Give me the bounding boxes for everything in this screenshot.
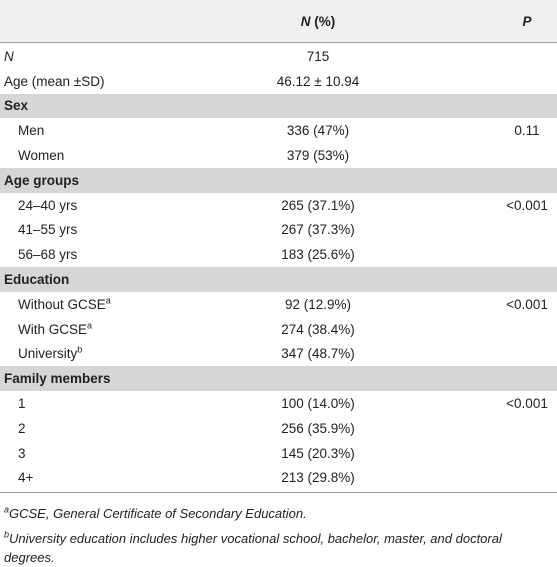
row-label-text: Age (mean ±SD) [4,73,105,89]
p-value: 0.11 [514,123,540,139]
row-label: Men [18,123,44,138]
row-label-text: 41–55 yrs [18,222,78,238]
row-value: 336 (47%) [286,123,350,139]
row-label: 1 [18,396,26,411]
row-value: 265 (37.1%) [281,197,355,213]
row-label-text: University [18,346,78,362]
row-label-text: N [4,48,14,64]
data-row: Men 336 (47%) 0.11 [0,118,557,143]
row-label: Universityb [18,344,83,362]
footnote-marker: a [105,295,111,306]
row-value: 46.12 ± 10.94 [276,73,360,89]
row-label-text: 2 [18,420,26,436]
row-value: 145 (20.3%) [281,445,355,461]
row-label: 3 [18,446,26,461]
row-label-text: 24–40 yrs [18,197,78,213]
row-label-text: 1 [18,395,26,411]
row-value: 92 (12.9%) [284,296,352,312]
section-row: Education [0,267,557,292]
row-label-text: Women [18,147,65,163]
footnote-text: GCSE, General Certificate of Secondary E… [9,506,307,522]
footnote-marker: a [4,505,10,516]
data-row: N 715 [0,44,557,69]
column-symbol: N [300,13,311,29]
data-row: 56–68 yrs 183 (25.6%) [0,242,557,267]
row-label-text: 3 [18,445,26,461]
section-row: Age groups [0,168,557,193]
row-label-text: Men [18,123,45,139]
row-label-text: With GCSE [18,321,88,337]
section-row: Family members [0,366,557,391]
data-row: Women 379 (53%) [0,143,557,168]
row-value: 213 (29.8%) [281,470,355,486]
data-row: 2 256 (35.9%) [0,416,557,441]
section-label: Education [4,271,70,287]
section-label: Sex [4,98,29,114]
row-value: 715 [306,48,330,64]
row-label: 2 [18,421,26,436]
row-label: Women [18,148,64,163]
data-row: Universityb 347 (48.7%) [0,342,557,367]
row-label: N [4,49,14,64]
column-header: P [522,14,531,29]
row-label-text: 56–68 yrs [18,247,78,263]
section-label: Family members [4,371,111,387]
data-row: With GCSEa 274 (38.4%) [0,317,557,342]
data-row: 1 100 (14.0%) <0.001 [0,391,557,416]
column-header: N (%) [301,14,336,29]
column-text: (%) [314,13,336,29]
header-row: N (%) P [0,0,557,43]
data-row: Without GCSEa 92 (12.9%) <0.001 [0,292,557,317]
row-label: 41–55 yrs [18,222,77,237]
footnote-marker: a [87,320,93,331]
footnote-text: University education includes higher voc… [4,531,502,566]
data-row: 41–55 yrs 267 (37.3%) [0,218,557,243]
p-value: <0.001 [506,296,548,312]
row-label: Age (mean ±SD) [4,74,104,89]
section-label: Age groups [4,172,80,188]
data-row: 3 145 (20.3%) [0,441,557,466]
row-value: 379 (53%) [286,147,350,163]
data-row: 4+ 213 (29.8%) [0,466,557,491]
row-label: 24–40 yrs [18,198,77,213]
row-label: 4+ [18,470,33,485]
footnote-marker: b [4,530,10,541]
row-label: With GCSEa [18,320,93,337]
row-value: 100 (14.0%) [281,395,355,411]
column-symbol: P [522,13,532,29]
row-value: 256 (35.9%) [281,420,355,436]
row-label: 56–68 yrs [18,247,77,262]
row-value: 347 (48.7%) [281,346,355,362]
row-value: 274 (38.4%) [281,321,355,337]
section-row: Sex [0,93,557,119]
footnote: bUniversity education includes higher vo… [4,529,549,567]
row-label-text: 4+ [18,470,34,486]
p-value: <0.001 [506,197,548,213]
p-value: <0.001 [506,395,548,411]
data-row: 24–40 yrs 265 (37.1%) <0.001 [0,193,557,218]
data-row: Age (mean ±SD) 46.12 ± 10.94 [0,69,557,94]
row-value: 267 (37.3%) [281,222,355,238]
row-label: Without GCSEa [18,295,111,312]
footnote: aGCSE, General Certificate of Secondary … [4,504,549,523]
footnote-marker: b [77,344,83,355]
row-label-text: Without GCSE [18,296,106,312]
table-bottom-rule [0,492,557,494]
row-value: 183 (25.6%) [281,247,355,263]
